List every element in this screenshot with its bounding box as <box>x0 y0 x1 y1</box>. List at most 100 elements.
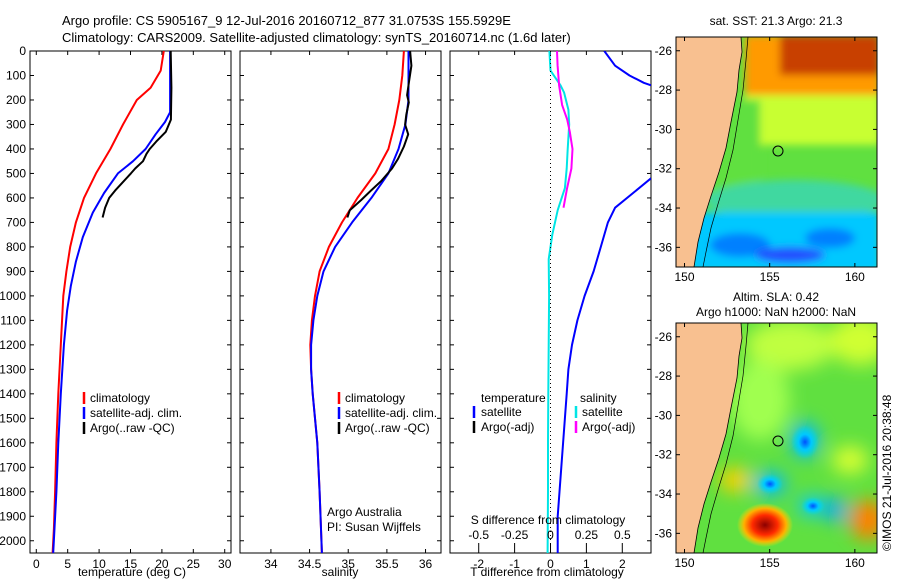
x-tick-label: 34 <box>264 557 278 571</box>
map-y-tick-label: -28 <box>655 83 673 97</box>
top-axis-tick-label: 0.5 <box>614 528 631 542</box>
y-tick-label: 1400 <box>0 387 26 401</box>
difference-xlabel-bottom: T difference from climatology <box>470 565 624 579</box>
map-y-tick-label: -36 <box>655 240 673 254</box>
legend-label-argo: Argo(..raw -QC) <box>345 421 430 435</box>
x-tick-label: 0 <box>33 557 40 571</box>
series-group <box>309 51 413 553</box>
y-tick-label: 1300 <box>0 362 26 376</box>
series-line-satellite <box>603 51 651 87</box>
x-tick-label: -2 <box>473 557 484 571</box>
x-tick-label: 5 <box>64 557 71 571</box>
legend-label-argo: Argo(..raw -QC) <box>90 421 175 435</box>
series-group <box>51 51 173 553</box>
map-y-tick-label: -34 <box>655 487 673 501</box>
imos-timestamp-label: ©IMOS 21-Jul-2016 20:38:48 <box>880 394 894 551</box>
map-y-tick-label: -32 <box>655 448 673 462</box>
x-tick-label: 20 <box>155 557 169 571</box>
difference-xlabel-top: S difference from climatology <box>471 513 626 527</box>
y-tick-label: 800 <box>6 240 26 254</box>
x-tick-label: -1 <box>509 557 520 571</box>
map-y-tick-label: -36 <box>655 526 673 540</box>
top-axis-tick-label: -0.5 <box>468 528 489 542</box>
y-tick-label: 1700 <box>0 460 26 474</box>
legend-label-s-satellite: satellite <box>582 405 623 419</box>
series-line-argo-raw-qc- <box>346 51 413 218</box>
x-tick-label: 34.5 <box>298 557 322 571</box>
y-tick-label: 0 <box>19 44 26 58</box>
y-tick-label: 2000 <box>0 534 26 548</box>
y-tick-label: 1600 <box>0 436 26 450</box>
sla-map <box>676 323 877 553</box>
legend-header-salinity: salinity <box>580 391 617 405</box>
legend-label-climatology: climatology <box>345 391 405 405</box>
argo-float-marker <box>772 145 784 157</box>
plot-frame <box>29 50 232 554</box>
owner-annotation-line1: Argo Australia <box>327 505 402 519</box>
map-y-tick-label: -26 <box>655 330 673 344</box>
legend-label-satellite: satellite-adj. clim. <box>345 406 437 420</box>
y-tick-label: 400 <box>6 142 26 156</box>
top-axis-tick-label: -0.25 <box>501 528 529 542</box>
salinity-legend: climatology satellite-adj. clim. Argo(..… <box>337 391 437 435</box>
sst-map <box>676 37 877 267</box>
x-tick-label: 15 <box>124 557 138 571</box>
legend-label-s-argo: Argo(-adj) <box>582 420 635 434</box>
temperature-legend: climatology satellite-adj. clim. Argo(..… <box>82 391 182 435</box>
y-tick-label: 1900 <box>0 509 26 523</box>
series-line-argo-adj- <box>556 51 574 208</box>
legend-label-satellite: satellite-adj. clim. <box>90 406 182 420</box>
map-y-tick-label: -30 <box>655 122 673 136</box>
legend-label-t-satellite: satellite <box>481 405 522 419</box>
sla-map-subtitle: Argo h1000: NaN h2000: NaN <box>696 305 856 319</box>
x-tick-label: 36 <box>419 557 433 571</box>
y-tick-label: 1500 <box>0 411 26 425</box>
argo-float-marker <box>772 435 784 447</box>
sst-map-title: sat. SST: 21.3 Argo: 21.3 <box>710 14 843 28</box>
y-tick-label: 1000 <box>0 289 26 303</box>
plot-frame <box>239 50 442 554</box>
x-tick-label: 0 <box>547 557 554 571</box>
map-x-tick-label: 155 <box>760 556 780 570</box>
map-x-tick-label: 150 <box>675 556 695 570</box>
series-line-satellite-adj-clim- <box>52 51 172 553</box>
top-axis-tick-label: 0.25 <box>575 528 599 542</box>
x-tick-label: 35.5 <box>375 557 399 571</box>
figure-title-line2: Climatology: CARS2009. Satellite-adjuste… <box>62 30 571 45</box>
top-axis-tick-label: 0 <box>547 528 554 542</box>
y-tick-label: 1200 <box>0 338 26 352</box>
sst-map-axes: 150 155 160 -26 -28 -30 -32 -34 -36 <box>655 37 877 284</box>
map-y-tick-label: -32 <box>655 162 673 176</box>
plot-frame <box>449 50 652 554</box>
x-tick-label: 25 <box>187 557 201 571</box>
map-x-tick-label: 160 <box>845 556 865 570</box>
sla-map-title: Altim. SLA: 0.42 <box>733 290 819 304</box>
series-line-satellite <box>546 51 571 553</box>
x-tick-label: 30 <box>218 557 232 571</box>
map-x-tick-label: 155 <box>760 270 780 284</box>
difference-legend: temperature salinity satellite Argo(-adj… <box>472 391 635 434</box>
series-line-argo-raw-qc- <box>101 51 173 218</box>
map-y-tick-label: -28 <box>655 369 673 383</box>
legend-header-temperature: temperature <box>481 391 546 405</box>
sst-map-frame <box>675 36 878 268</box>
x-tick-label: 10 <box>92 557 106 571</box>
y-tick-label: 1100 <box>0 313 26 327</box>
figure-title-line1: Argo profile: CS 5905167_9 12-Jul-2016 2… <box>62 13 511 28</box>
salinity-xlabel: salinity <box>322 565 359 579</box>
y-tick-label: 100 <box>6 68 26 82</box>
sla-map-axes: 150 155 160 -26 -28 -30 -32 -34 -36 <box>655 323 877 570</box>
y-tick-label: 500 <box>6 166 26 180</box>
x-tick-label: 2 <box>619 557 626 571</box>
y-tick-label: 300 <box>6 117 26 131</box>
legend-label-climatology: climatology <box>90 391 150 405</box>
x-tick-label: 35 <box>342 557 356 571</box>
map-y-tick-label: -34 <box>655 201 673 215</box>
map-y-tick-label: -30 <box>655 408 673 422</box>
map-y-tick-label: -26 <box>655 44 673 58</box>
sla-map-frame <box>675 322 878 554</box>
series-line-climatology <box>51 51 165 553</box>
map-x-tick-label: 150 <box>675 270 695 284</box>
series-line-satellite <box>556 177 651 553</box>
